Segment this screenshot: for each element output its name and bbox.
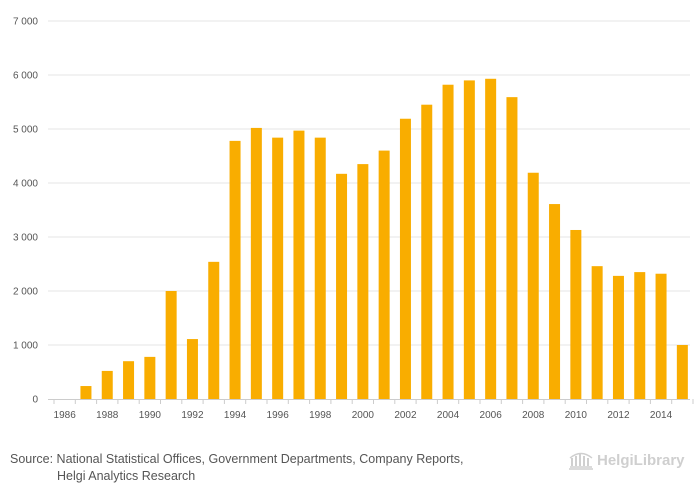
bar-2001	[378, 150, 390, 399]
bar-2008	[527, 172, 539, 399]
bar-2000	[357, 164, 369, 399]
bar-2010	[570, 229, 582, 399]
bar-2004	[442, 84, 454, 399]
y-tick-label: 1 000	[13, 341, 38, 352]
library-building-icon	[569, 452, 593, 470]
x-tick-label: 2014	[650, 410, 673, 421]
bars	[80, 78, 688, 400]
bar-2006	[485, 78, 497, 399]
x-axis-ticks: 1986 1988 1990 1992 1994 1996 1998 2000 2002 2004…	[53, 399, 694, 421]
x-tick-label: 1990	[139, 410, 162, 421]
x-tick-label: 1992	[181, 410, 204, 421]
x-tick-label: 1998	[309, 410, 332, 421]
y-tick-label: 6 000	[13, 71, 38, 82]
x-tick-label: 2010	[565, 410, 588, 421]
x-tick-label: 2012	[607, 410, 630, 421]
bar-2002	[399, 118, 411, 400]
bar-2011	[591, 266, 603, 399]
source-note: Source: National Statistical Offices, Go…	[10, 451, 463, 485]
bar-1989	[123, 361, 135, 399]
bar-1992	[186, 339, 198, 399]
bar-2003	[421, 104, 433, 399]
bar-2015	[676, 345, 688, 399]
bar-1988	[101, 370, 113, 399]
logo-text: HelgiLibrary	[597, 451, 685, 469]
y-tick-label: 2 000	[13, 287, 38, 298]
bar-2005	[463, 80, 475, 400]
source-line-2: Helgi Analytics Research	[57, 469, 196, 483]
bar-2007	[506, 97, 518, 399]
y-tick-label: 4 000	[13, 179, 38, 190]
x-tick-label: 1988	[96, 410, 119, 421]
x-tick-label: 2004	[437, 410, 460, 421]
bar-1999	[336, 173, 348, 399]
x-tick-label: 2008	[522, 410, 545, 421]
source-line-1: Source: National Statistical Offices, Go…	[10, 452, 464, 466]
x-tick-label: 1986	[54, 410, 77, 421]
helgi-library-logo: HelgiLibrary	[568, 448, 692, 472]
x-tick-label: 2000	[352, 410, 375, 421]
grid-lines	[48, 20, 690, 346]
x-tick-label: 2006	[480, 410, 503, 421]
bar-1987	[80, 386, 92, 399]
x-tick-label: 1996	[267, 410, 290, 421]
bar-1994	[229, 140, 241, 399]
bar-1991	[165, 291, 177, 399]
bar-1998	[314, 137, 326, 399]
y-axis-tick-labels: 0 1 000 2 000 3 000 4 000 5 000 6 000 7 000	[13, 17, 38, 406]
bar-2014	[655, 273, 667, 399]
bar-2012	[612, 275, 624, 399]
x-tick-label: 2002	[394, 410, 417, 421]
y-tick-label: 7 000	[13, 17, 38, 28]
bar-1990	[144, 356, 156, 399]
bar-1997	[293, 130, 305, 399]
bar-1993	[208, 261, 220, 399]
y-tick-label: 5 000	[13, 125, 38, 136]
y-tick-label: 3 000	[13, 233, 38, 244]
x-tick-label: 1994	[224, 410, 247, 421]
bar-1996	[272, 137, 284, 399]
bar-1995	[250, 127, 262, 400]
bar-2013	[634, 272, 646, 399]
bar-chart: 0 1 000 2 000 3 000 4 000 5 000 6 000 7 000 198…	[13, 17, 694, 421]
y-tick-label: 0	[32, 395, 38, 406]
bar-2009	[549, 204, 561, 399]
